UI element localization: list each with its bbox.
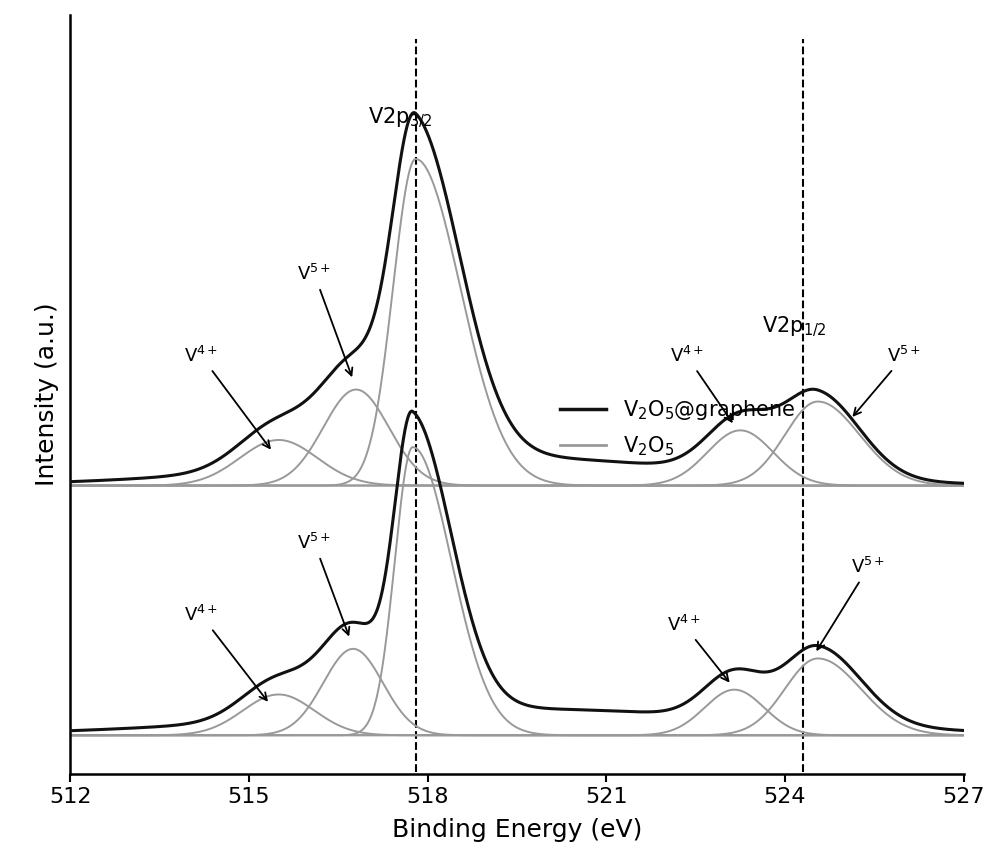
Text: V$^{5+}$: V$^{5+}$ [297,533,349,635]
Text: V$^{4+}$: V$^{4+}$ [184,605,267,700]
Text: V$^{5+}$: V$^{5+}$ [297,264,352,375]
Text: V$^{5+}$: V$^{5+}$ [817,557,886,650]
Text: V$^{4+}$: V$^{4+}$ [670,346,732,422]
Legend: V$_2$O$_5$@graphene, V$_2$O$_5$: V$_2$O$_5$@graphene, V$_2$O$_5$ [552,390,804,466]
X-axis label: Binding Energy (eV): Binding Energy (eV) [392,818,642,842]
Text: V2p$_{3/2}$: V2p$_{3/2}$ [368,106,433,130]
Text: V$^{4+}$: V$^{4+}$ [667,614,728,681]
Text: V2p$_{1/2}$: V2p$_{1/2}$ [762,315,826,339]
Text: V$^{5+}$: V$^{5+}$ [854,346,921,416]
Y-axis label: Intensity (a.u.): Intensity (a.u.) [35,303,59,486]
Text: V$^{4+}$: V$^{4+}$ [184,346,270,448]
